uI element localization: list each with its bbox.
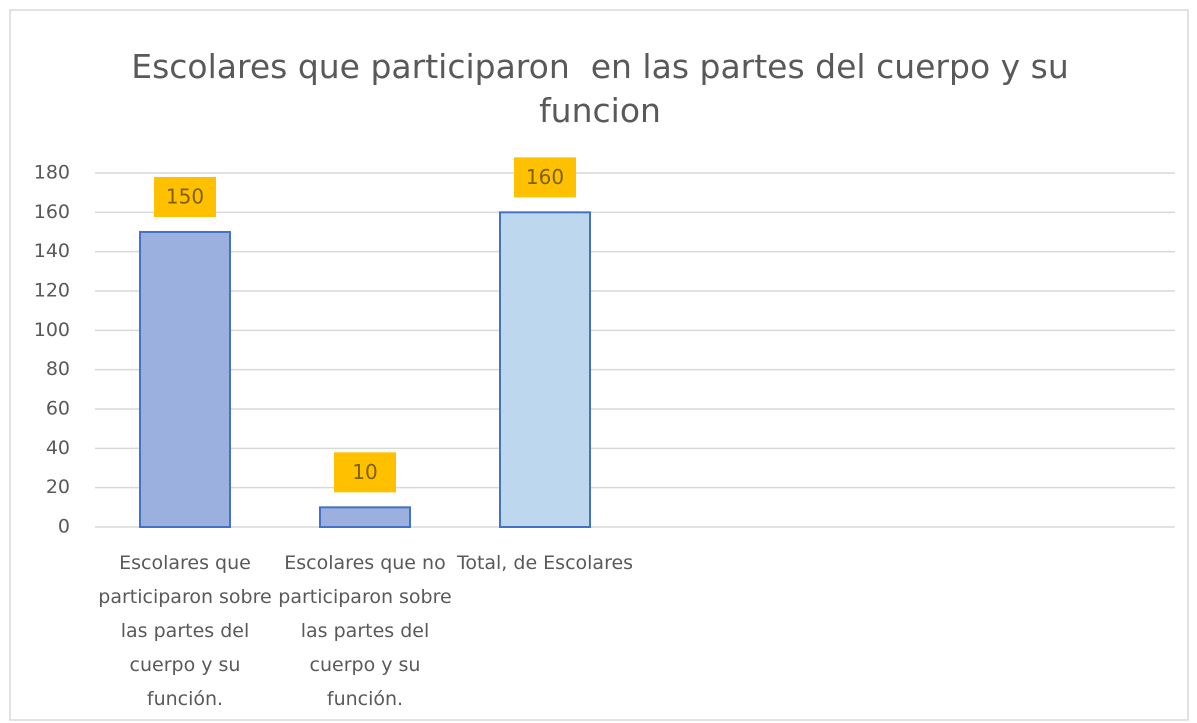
data-label: 160 bbox=[526, 165, 564, 189]
data-label-box bbox=[514, 157, 576, 198]
chart-title: Escolares que participaron en las partes… bbox=[131, 47, 1080, 130]
y-tick-label: 180 bbox=[34, 162, 70, 184]
data-label-box bbox=[334, 452, 396, 493]
bar bbox=[499, 211, 591, 528]
data-label-box bbox=[154, 177, 216, 217]
x-tick-label: Escolares que participaron sobre las par… bbox=[98, 552, 272, 710]
y-tick-label: 140 bbox=[34, 240, 70, 262]
x-tick-label: Total, de Escolares bbox=[456, 552, 634, 574]
y-tick-label: 160 bbox=[34, 201, 70, 223]
y-tick-label: 120 bbox=[34, 280, 70, 302]
bar bbox=[319, 506, 411, 529]
y-tick-label: 20 bbox=[46, 476, 70, 498]
bar bbox=[139, 231, 231, 528]
y-tick-label: 80 bbox=[46, 358, 70, 380]
data-label: 150 bbox=[166, 185, 204, 209]
data-label: 10 bbox=[352, 460, 377, 484]
y-tick-label: 40 bbox=[46, 437, 70, 459]
y-tick-label: 60 bbox=[46, 398, 70, 420]
x-tick-label: Escolares que no participaron sobre las … bbox=[278, 552, 452, 710]
y-tick-label: 100 bbox=[34, 319, 70, 341]
y-tick-label: 0 bbox=[58, 516, 70, 538]
